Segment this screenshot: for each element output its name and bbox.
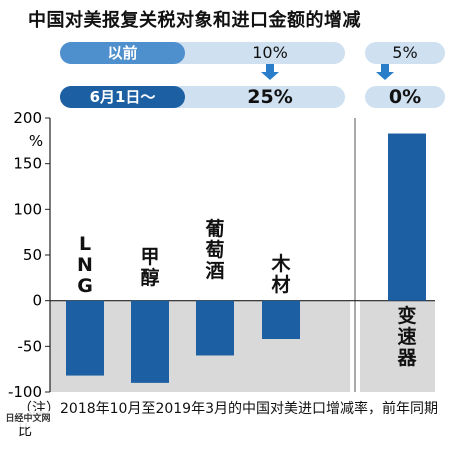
tariff-value-main-before: 10% bbox=[252, 43, 288, 62]
bar-1 bbox=[66, 300, 104, 376]
tariff-value-trans-before: 5% bbox=[392, 43, 418, 62]
category-label: N bbox=[77, 254, 93, 276]
category-label: 木 bbox=[270, 252, 291, 275]
category-label: 材 bbox=[271, 273, 290, 296]
bar-4 bbox=[262, 300, 300, 340]
bar-2 bbox=[131, 300, 169, 383]
y-tick-label: -100 bbox=[8, 383, 42, 401]
y-tick-label: 100 bbox=[13, 200, 42, 218]
category-label: 甲 bbox=[140, 246, 159, 268]
chart-title: 中国对美报复关税对象和进口金额的增减 bbox=[28, 10, 361, 31]
category-label: L bbox=[79, 233, 91, 255]
bar-3 bbox=[196, 300, 234, 356]
watermark: 日经中文网 bbox=[0, 411, 56, 427]
category-label: 醇 bbox=[140, 266, 159, 289]
category-label: 酒 bbox=[205, 260, 224, 282]
category-label: 萄 bbox=[205, 238, 224, 261]
tariff-label-after: 6月1日～ bbox=[60, 86, 185, 108]
negative-area-transmission bbox=[360, 300, 435, 392]
category-label: 变 bbox=[397, 304, 416, 327]
tariff-pill-trans-after bbox=[365, 86, 445, 108]
category-label: 葡 bbox=[205, 217, 224, 240]
tariff-value-main-after: 25% bbox=[247, 86, 293, 108]
tariff-pill-trans-before bbox=[365, 42, 445, 64]
category-label: 速 bbox=[397, 325, 416, 348]
bar-5 bbox=[388, 133, 426, 301]
category-label: 器 bbox=[396, 347, 417, 369]
category-label: G bbox=[77, 275, 93, 297]
tariff-label-before: 以前 bbox=[60, 42, 185, 64]
chart-note: （注）2018年10月至2019年3月的中国对美进口增减率，前年同期比 bbox=[18, 401, 438, 439]
y-tick-label: -50 bbox=[18, 337, 43, 355]
y-tick-label: 150 bbox=[13, 155, 42, 173]
tariff-value-trans-after: 0% bbox=[388, 86, 422, 108]
y-tick-label: 0 bbox=[32, 292, 42, 310]
y-axis-unit: % bbox=[29, 132, 43, 150]
y-tick-label: 200 bbox=[13, 109, 42, 127]
y-tick-label: 50 bbox=[23, 246, 42, 264]
